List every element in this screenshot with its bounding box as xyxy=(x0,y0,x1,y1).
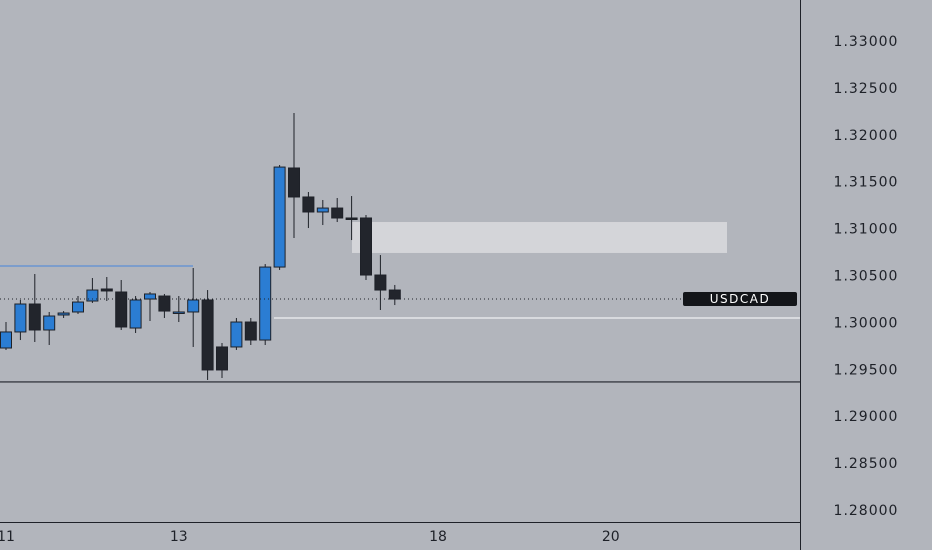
candle-body xyxy=(72,301,84,313)
candle-body xyxy=(360,217,372,276)
y-tick-label: 1.32000 xyxy=(834,128,899,144)
candle-body xyxy=(244,321,257,341)
y-tick-label: 1.33000 xyxy=(834,34,899,50)
y-tick-label: 1.28000 xyxy=(834,503,899,519)
x-tick-label: 18 xyxy=(429,529,447,545)
candle-body xyxy=(374,274,387,291)
y-tick-label: 1.31500 xyxy=(834,175,899,191)
x-tick-label: 11 xyxy=(0,529,15,545)
candle-body xyxy=(288,167,300,198)
candle-body xyxy=(331,207,344,219)
symbol-label-box xyxy=(683,292,797,307)
y-tick-label: 1.29000 xyxy=(834,409,899,425)
candle-body xyxy=(28,303,41,331)
candle-body xyxy=(0,331,12,349)
candle-body xyxy=(172,311,185,314)
y-tick-label: 1.28500 xyxy=(834,456,899,472)
candle-body xyxy=(259,266,272,341)
candle-body xyxy=(129,299,142,329)
candle-body xyxy=(316,207,329,213)
y-tick-label: 1.30500 xyxy=(834,269,899,285)
candle-body xyxy=(100,288,113,292)
candle-body xyxy=(302,196,315,213)
candle-body xyxy=(57,312,70,316)
candle-body xyxy=(115,291,128,328)
y-tick-label: 1.29500 xyxy=(834,362,899,378)
candle-body xyxy=(345,217,358,220)
x-tick-label: 13 xyxy=(170,529,188,545)
zone xyxy=(352,222,727,253)
y-tick-label: 1.31000 xyxy=(834,222,899,238)
candle-body xyxy=(216,346,228,371)
y-tick-label: 1.32500 xyxy=(834,81,899,97)
symbol-label: USDCAD xyxy=(710,292,770,306)
candle-body xyxy=(388,289,401,300)
candle-body xyxy=(187,299,200,313)
candle-body xyxy=(158,295,171,312)
candle-body xyxy=(230,321,243,348)
candle-body xyxy=(201,299,214,371)
candle-body xyxy=(144,293,156,300)
candle-body xyxy=(86,289,99,302)
y-tick-label: 1.30000 xyxy=(834,315,899,331)
candle-body xyxy=(43,315,56,331)
x-tick-label: 20 xyxy=(602,529,620,545)
candle-body xyxy=(273,166,286,268)
candle-body xyxy=(14,303,27,333)
